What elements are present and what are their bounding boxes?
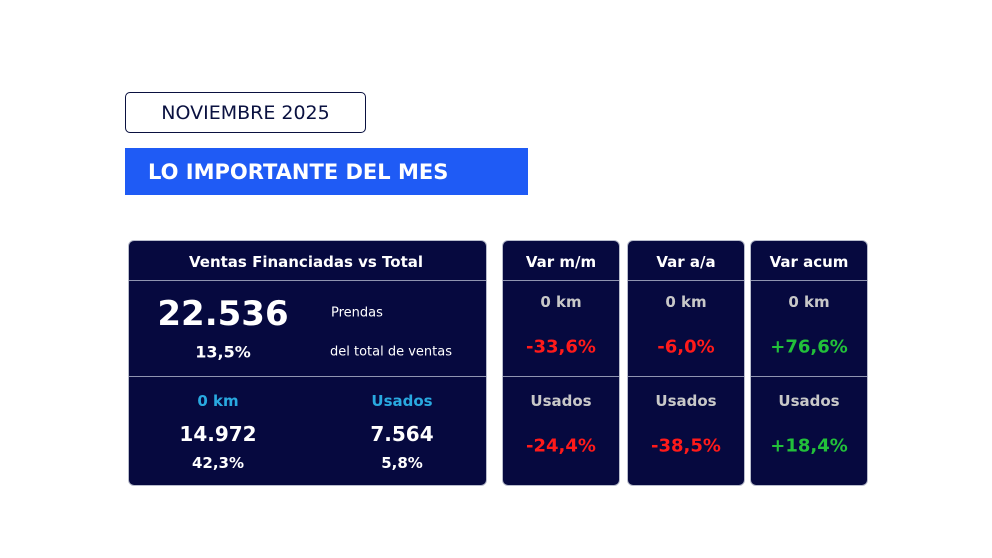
banner-title: LO IMPORTANTE DEL MES xyxy=(148,159,449,184)
variation-value: -33,6% xyxy=(526,336,596,358)
variation-row-name: 0 km xyxy=(788,293,830,311)
variation-separator xyxy=(751,280,867,281)
segment-units: 7.564 xyxy=(370,422,434,446)
segment-name: 0 km xyxy=(197,392,239,410)
variation-row-name: 0 km xyxy=(665,293,707,311)
segment-units: 14.972 xyxy=(179,422,257,446)
summary-separator xyxy=(129,376,486,377)
period-box: NOVIEMBRE 2025 xyxy=(125,92,366,133)
variation-panel xyxy=(750,240,868,486)
variation-separator xyxy=(628,280,744,281)
summary-separator xyxy=(129,280,486,281)
summary-title: Ventas Financiadas vs Total xyxy=(188,253,424,271)
summary-total: 22.536 xyxy=(157,294,289,334)
segment-name: Usados xyxy=(371,392,433,410)
variation-value: -24,4% xyxy=(526,435,596,457)
summary-share: 13,5% xyxy=(195,342,251,362)
summary-total-label: Prendas xyxy=(331,305,383,321)
period: NOVIEMBRE 2025 xyxy=(161,101,330,124)
variation-value: -6,0% xyxy=(657,336,715,358)
variation-separator xyxy=(503,280,619,281)
variation-title: Var acum xyxy=(769,253,849,271)
variation-row-name: 0 km xyxy=(540,293,582,311)
summary-share-label: del total de ventas xyxy=(330,344,453,360)
segment-share: 5,8% xyxy=(381,454,423,472)
variation-row-name: Usados xyxy=(530,392,592,410)
variation-value: -38,5% xyxy=(651,435,721,457)
variation-separator xyxy=(503,376,619,377)
banner: LO IMPORTANTE DEL MES xyxy=(125,148,528,195)
variation-separator xyxy=(751,376,867,377)
variation-separator xyxy=(628,376,744,377)
variation-panel xyxy=(627,240,745,486)
variation-value: +76,6% xyxy=(770,336,848,358)
variation-title: Var a/a xyxy=(656,253,716,271)
variation-title: Var m/m xyxy=(525,253,597,271)
segment-share: 42,3% xyxy=(191,454,245,472)
variation-value: +18,4% xyxy=(770,435,848,457)
variation-panel xyxy=(502,240,620,486)
summary-panel xyxy=(128,240,487,486)
variation-row-name: Usados xyxy=(655,392,717,410)
variation-row-name: Usados xyxy=(778,392,840,410)
